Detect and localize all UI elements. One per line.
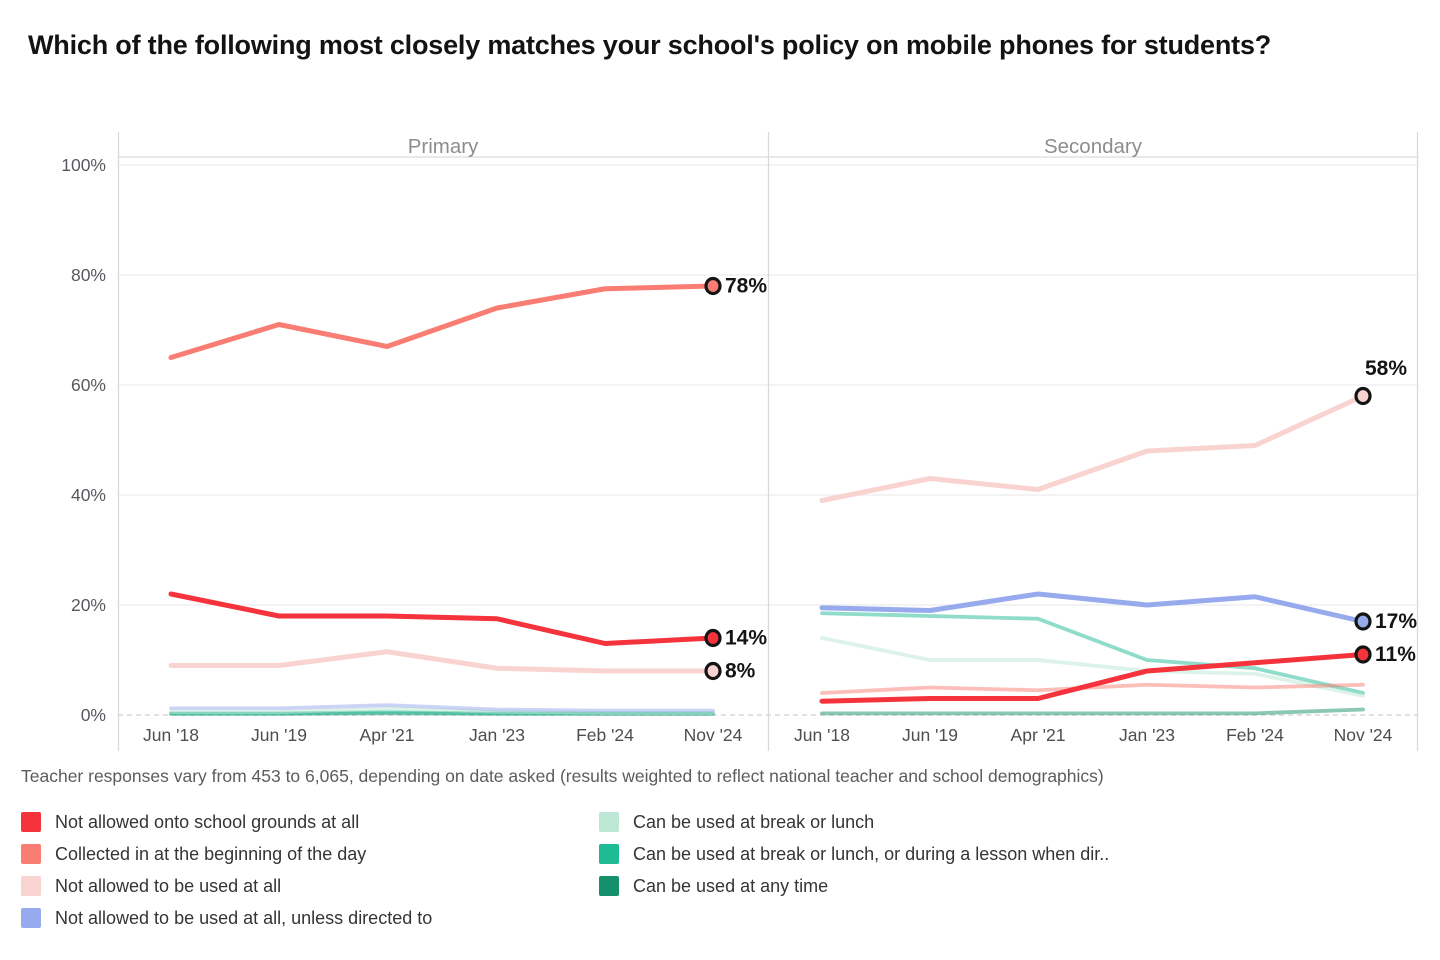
panel-title-primary: Primary	[408, 135, 479, 158]
legend-item: Can be used at break or lunch, or during…	[599, 844, 1109, 864]
legend-swatch-blue	[21, 908, 41, 928]
x-axis-tick-label: Jan '23	[1119, 725, 1175, 745]
legend-label: Not allowed to be used at all	[55, 875, 282, 896]
legend-label: Not allowed onto school grounds at all	[55, 811, 360, 832]
legend-item: Can be used at any time	[599, 876, 1109, 896]
y-axis-tick-label: 40%	[71, 485, 106, 505]
legend-label: Not allowed to be used at all, unless di…	[55, 907, 433, 928]
legend-column-left: Not allowed onto school grounds at all C…	[21, 812, 432, 940]
series-line-secondary-break	[820, 636, 1365, 698]
end-label-grounds: 14%	[725, 627, 767, 650]
y-axis-tick-label: 20%	[71, 595, 106, 615]
series-line-secondary-anytime	[820, 707, 1365, 716]
end-marker-grounds	[1354, 645, 1372, 664]
x-axis-tick-label: Feb '24	[1226, 725, 1284, 745]
legend-item: Can be used at break or lunch	[599, 812, 1109, 832]
legend-item: Not allowed to be used at all, unless di…	[21, 908, 432, 928]
legend-label: Can be used at any time	[633, 875, 829, 896]
legend-item: Not allowed onto school grounds at all	[21, 812, 432, 832]
series-line-primary-unless	[169, 703, 715, 713]
x-axis-tick-label: Feb '24	[576, 725, 634, 745]
legend-item: Not allowed to be used at all	[21, 876, 432, 896]
x-axis-tick-label: Apr '21	[360, 725, 415, 745]
legend-label: Can be used at break or lunch, or during…	[633, 843, 1110, 864]
x-axis-tick-label: Jun '18	[794, 725, 850, 745]
x-axis-tick-label: Jun '19	[902, 725, 958, 745]
x-axis-tick-label: Jun '19	[251, 725, 307, 745]
chart-title: Which of the following most closely matc…	[28, 30, 1272, 60]
legend-label: Collected in at the beginning of the day	[55, 843, 367, 864]
panel-title-secondary: Secondary	[1044, 135, 1143, 158]
legend-swatch-salmon	[21, 844, 41, 864]
end-label-collected: 78%	[725, 275, 767, 298]
legend-swatch-emerald	[599, 844, 619, 864]
line-chart: 0% 20% 40% 60% 80% 100% Primary Jun '18 Jun '19 A…	[61, 132, 1419, 751]
legend-label: Can be used at break or lunch	[633, 811, 875, 832]
x-axis-tick-label: Nov '24	[684, 725, 743, 745]
end-marker-notused	[704, 661, 722, 681]
series-line-secondary-grounds	[819, 652, 1366, 704]
series-line-secondary-lesson	[820, 611, 1365, 695]
x-axis-tick-label: Jun '18	[143, 725, 199, 745]
end-marker-grounds	[704, 628, 722, 648]
legend-swatch-darkgreen	[599, 876, 619, 896]
chart-footnote: Teacher responses vary from 453 to 6,065…	[21, 766, 1104, 786]
series-line-secondary-notused	[819, 393, 1366, 503]
legend-column-right: Can be used at break or lunch Can be use…	[599, 812, 1109, 908]
series-line-primary-notused	[168, 649, 716, 674]
series-line-secondary-unless	[819, 591, 1366, 624]
series-line-primary-grounds	[168, 591, 716, 646]
end-marker-notused	[1354, 386, 1372, 406]
series-line-primary-break	[169, 706, 715, 715]
legend-swatch-red	[21, 812, 41, 832]
series-line-secondary-collected	[820, 682, 1365, 695]
legend-item: Collected in at the beginning of the day	[21, 844, 432, 864]
y-axis-tick-label: 60%	[71, 375, 106, 395]
y-axis-tick-label: 80%	[71, 265, 106, 285]
x-axis-tick-label: Nov '24	[1334, 725, 1393, 745]
end-marker-unless	[1354, 612, 1372, 631]
x-axis-tick-label: Jan '23	[469, 725, 525, 745]
y-axis-tick-label: 100%	[61, 155, 106, 175]
end-label-unless: 17%	[1375, 610, 1417, 633]
legend-swatch-mint	[599, 812, 619, 832]
end-label-notused: 58%	[1365, 357, 1407, 380]
series-line-primary-collected	[168, 283, 716, 360]
y-axis-tick-label: 0%	[81, 705, 106, 725]
end-marker-collected	[704, 276, 722, 296]
end-label-grounds: 11%	[1375, 643, 1416, 666]
x-axis-tick-label: Apr '21	[1011, 725, 1066, 745]
legend-swatch-pink	[21, 876, 41, 896]
end-label-notused: 8%	[725, 660, 756, 683]
